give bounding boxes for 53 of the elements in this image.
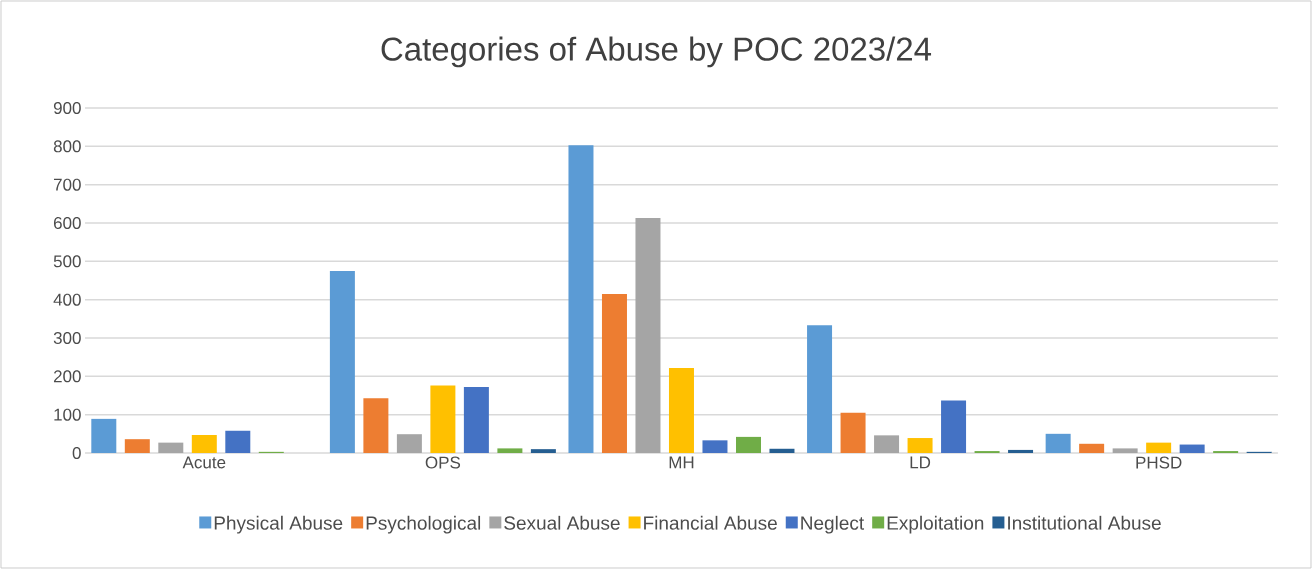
y-tick-label: 100	[54, 408, 81, 421]
bar	[568, 145, 594, 453]
bar	[329, 270, 355, 453]
bar	[396, 434, 422, 453]
bar	[807, 325, 833, 453]
bar	[91, 418, 117, 453]
bar	[1112, 448, 1138, 453]
bar	[530, 449, 556, 453]
y-tick-label: 900	[53, 101, 81, 115]
bar	[430, 385, 456, 453]
legend-label: Psychological	[366, 515, 481, 534]
chart-title: Categories of Abuse by POC 2023/24	[381, 36, 932, 68]
legend-label: Institutional Abuse	[1008, 515, 1161, 530]
bar	[1079, 443, 1105, 453]
legend-label: Financial Abuse	[644, 515, 777, 530]
bar	[225, 430, 251, 453]
y-tick-label: 200	[53, 370, 81, 383]
bar	[840, 412, 866, 453]
legend-label: Physical Abuse	[214, 515, 343, 534]
bar	[1008, 449, 1034, 453]
y-tick-label: 500	[53, 255, 81, 268]
bar	[191, 434, 217, 453]
bar	[941, 400, 967, 453]
bar	[363, 398, 389, 453]
bar	[735, 436, 761, 453]
x-tick-label: PHSD	[1136, 456, 1182, 469]
bar	[1146, 442, 1172, 453]
bar	[769, 448, 795, 453]
y-tick-label: 800	[53, 140, 81, 153]
bar	[1045, 433, 1071, 453]
bar	[874, 435, 900, 453]
x-tick-label: MH	[669, 456, 694, 469]
bar	[463, 387, 489, 453]
bar	[1179, 444, 1205, 453]
y-tick-label: 700	[53, 178, 81, 191]
x-tick-label: OPS	[425, 456, 461, 469]
x-tick-label: Acute	[182, 456, 226, 469]
bar	[702, 440, 728, 453]
bar	[635, 218, 661, 453]
y-tick-label: 0	[72, 446, 81, 460]
bar	[668, 367, 694, 453]
bar	[497, 448, 523, 453]
bar	[907, 438, 933, 453]
legend-label: Exploitation	[887, 515, 984, 534]
bar	[124, 439, 150, 453]
legend-label: Neglect	[801, 515, 865, 534]
y-tick-label: 400	[53, 293, 81, 306]
bar	[158, 442, 184, 453]
y-tick-label: 600	[53, 216, 81, 230]
y-tick-label: 300	[53, 331, 81, 345]
legend-label: Sexual Abuse	[504, 515, 620, 530]
x-tick-label: LD	[910, 456, 931, 469]
bar	[601, 293, 627, 453]
